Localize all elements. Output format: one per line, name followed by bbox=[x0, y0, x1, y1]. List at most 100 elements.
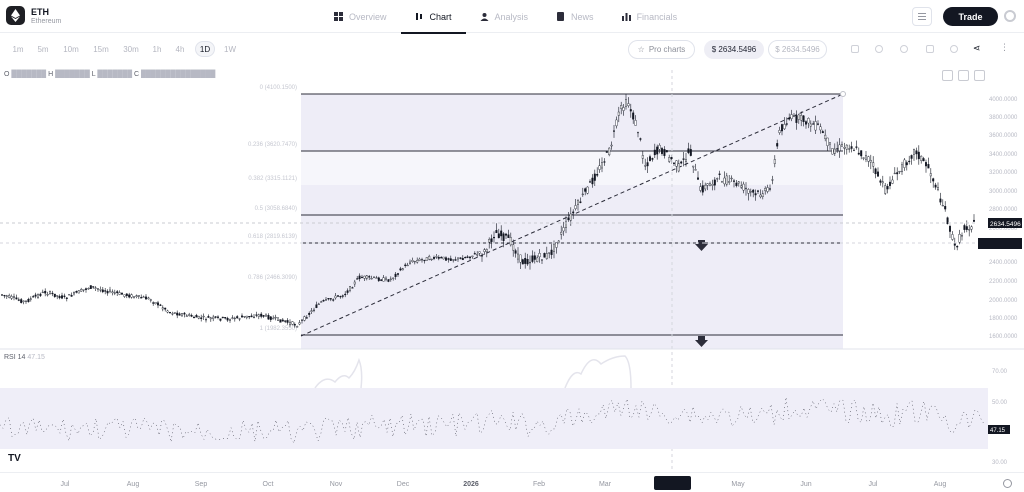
price-axis-label: 3600.0000 bbox=[989, 133, 1018, 139]
fibonacci-retracement[interactable]: 0 (4100.1500) 0.236 (3620.7470) 0.382 (331… bbox=[248, 85, 846, 349]
timeframe-30m[interactable]: 30m bbox=[123, 44, 139, 54]
candle-body bbox=[649, 156, 652, 161]
candle-body bbox=[586, 186, 589, 194]
candle-body bbox=[20, 299, 23, 303]
candle-body bbox=[144, 296, 147, 300]
candle-body bbox=[397, 273, 400, 275]
tab-financials[interactable]: Financials bbox=[608, 0, 692, 33]
candle-body bbox=[469, 256, 472, 259]
settings-gear-icon[interactable] bbox=[1004, 10, 1016, 22]
tradingview-logo-icon[interactable]: TV bbox=[8, 453, 21, 464]
price-chart[interactable]: 0 (4100.1500) 0.236 (3620.7470) 0.382 (331… bbox=[0, 0, 1024, 472]
candle-body bbox=[742, 183, 745, 191]
ethereum-logo-icon[interactable] bbox=[6, 6, 25, 25]
candle-body bbox=[788, 117, 791, 120]
candle-body bbox=[718, 173, 721, 175]
candle-body bbox=[173, 312, 176, 314]
tab-analysis[interactable]: Analysis bbox=[466, 0, 543, 33]
candle-body bbox=[51, 292, 54, 295]
candle-body bbox=[675, 160, 678, 167]
candle-body bbox=[613, 130, 616, 132]
candle-body bbox=[829, 142, 832, 145]
candle-body bbox=[603, 161, 606, 163]
candle-body bbox=[673, 162, 676, 164]
timeframe-1d[interactable]: 1D bbox=[195, 41, 215, 57]
hamburger-menu-icon[interactable] bbox=[912, 7, 932, 26]
candle-body bbox=[749, 190, 752, 193]
candle-body bbox=[658, 144, 661, 150]
candle-body bbox=[591, 177, 594, 185]
candle-body bbox=[25, 300, 28, 302]
candle-body bbox=[853, 149, 856, 152]
candle-body bbox=[605, 151, 608, 153]
candle-body bbox=[617, 111, 620, 116]
candle-body bbox=[399, 268, 402, 271]
rsi-value: 47.15 bbox=[27, 354, 45, 361]
candle-body bbox=[843, 147, 846, 149]
candle-body bbox=[541, 259, 544, 261]
more-options-icon[interactable]: ⋮ bbox=[1000, 42, 1009, 52]
candle-body bbox=[766, 187, 769, 192]
draw-line-icon[interactable] bbox=[851, 45, 859, 53]
legend-low-label: L bbox=[91, 71, 96, 78]
candle-body bbox=[224, 317, 227, 319]
candle-body bbox=[860, 150, 863, 157]
timeframe-1m[interactable]: 1m bbox=[12, 44, 24, 54]
candle-body bbox=[497, 233, 500, 239]
price-axis[interactable]: 4000.0000 3800.0000 3600.0000 3400.0000 3200… bbox=[978, 97, 1022, 340]
timeframe-15m[interactable]: 15m bbox=[93, 44, 109, 54]
share-icon[interactable]: ⋖ bbox=[973, 43, 981, 53]
close-pane-icon[interactable] bbox=[974, 70, 985, 81]
candle-body bbox=[329, 298, 332, 300]
tab-news[interactable]: News bbox=[542, 0, 608, 33]
candle-body bbox=[953, 243, 956, 246]
candle-body bbox=[39, 293, 42, 296]
candle-body bbox=[459, 257, 462, 259]
candle-body bbox=[272, 317, 275, 320]
timeframe-1w[interactable]: 1W bbox=[224, 44, 236, 54]
candle-body bbox=[154, 302, 157, 305]
candle-body bbox=[574, 205, 577, 209]
candle-body bbox=[922, 158, 925, 162]
candle-body bbox=[562, 227, 565, 232]
candle-body bbox=[896, 172, 899, 175]
time-axis-label: Jul bbox=[60, 481, 70, 488]
candle-body bbox=[351, 287, 354, 289]
pro-charts-button[interactable]: ☆ Pro charts bbox=[628, 40, 695, 59]
timeframe-5m[interactable]: 5m bbox=[37, 44, 49, 54]
maximize-icon[interactable] bbox=[958, 70, 969, 81]
tab-analysis-label: Analysis bbox=[494, 11, 529, 22]
timeframe-10m[interactable]: 10m bbox=[63, 44, 79, 54]
candle-body bbox=[728, 181, 731, 183]
candle-body bbox=[452, 259, 455, 261]
candle-body bbox=[490, 238, 493, 242]
candle-body bbox=[303, 316, 306, 321]
price-axis-label: 3200.0000 bbox=[989, 170, 1018, 176]
indicator-icon[interactable] bbox=[875, 45, 883, 53]
candle-body bbox=[46, 294, 49, 296]
timeframe-4h[interactable]: 4h bbox=[175, 44, 185, 54]
tab-overview[interactable]: Overview bbox=[320, 0, 401, 33]
axis-settings-icon[interactable] bbox=[1003, 479, 1012, 488]
time-axis-label: Sep bbox=[194, 481, 208, 488]
candle-body bbox=[723, 177, 726, 185]
candle-body bbox=[17, 299, 20, 301]
timeframe-1h[interactable]: 1h bbox=[152, 44, 162, 54]
compare-icon[interactable] bbox=[900, 45, 908, 53]
candle-body bbox=[773, 159, 776, 164]
candle-body bbox=[22, 300, 25, 302]
time-axis[interactable]: JulAugSepOctNovDec2026FebMarAprMayJunJul… bbox=[0, 472, 1024, 492]
candle-body bbox=[108, 289, 111, 292]
candle-body bbox=[817, 123, 820, 125]
candle-body bbox=[869, 159, 872, 163]
add-icon[interactable] bbox=[950, 45, 958, 53]
candle-body bbox=[356, 278, 359, 280]
price-pill[interactable]: $ 2634.5496 bbox=[704, 40, 764, 59]
secondary-price-pill[interactable]: $ 2634.5496 bbox=[768, 40, 827, 59]
collapse-icon[interactable] bbox=[942, 70, 953, 81]
tab-chart[interactable]: Chart bbox=[400, 0, 466, 34]
chart-type-icon[interactable] bbox=[926, 45, 934, 53]
candle-body bbox=[704, 184, 707, 190]
candle-body bbox=[737, 181, 740, 184]
trade-button[interactable]: Trade bbox=[943, 7, 998, 26]
